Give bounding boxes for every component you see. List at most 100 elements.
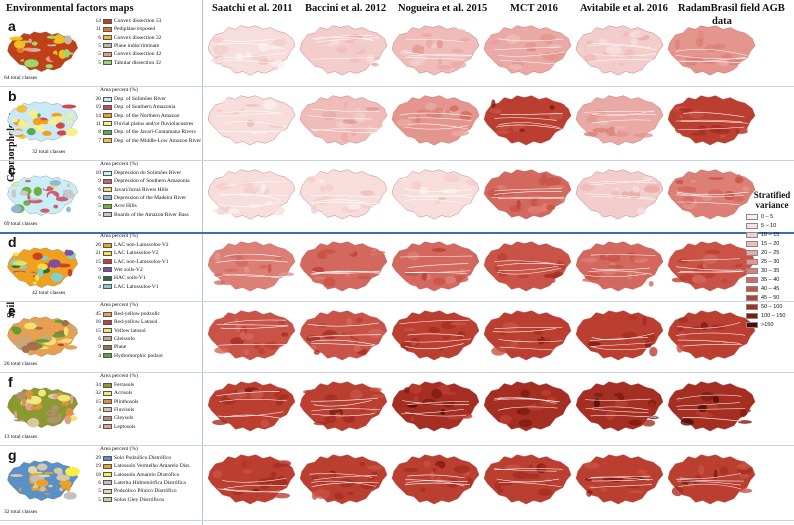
- map-texture: [325, 184, 334, 192]
- variance-legend: Stratified variance: [742, 190, 794, 340]
- legend-swatch: [103, 480, 112, 486]
- map-texture: [500, 416, 513, 422]
- map-texture: [637, 469, 648, 475]
- map-texture: [307, 176, 316, 183]
- map-texture: [313, 197, 328, 206]
- map-texture: [243, 469, 253, 474]
- legend-label: Dep. of Southern Amazonia: [114, 104, 176, 111]
- env-map-patch: [28, 110, 39, 119]
- map-river: [218, 488, 288, 493]
- map-texture: [224, 268, 238, 272]
- variance-map-svg: [575, 381, 664, 432]
- env-map-patch: [16, 105, 28, 113]
- map-texture: [734, 264, 743, 268]
- map-texture: [265, 245, 270, 254]
- variance-map-svg: [483, 241, 572, 292]
- legend-swatch: [103, 121, 112, 127]
- map-river: [407, 401, 470, 405]
- variance-map: [666, 92, 758, 147]
- map-texture: [242, 341, 256, 348]
- map-texture: [706, 404, 719, 409]
- variance-legend-label: 30 – 35: [761, 268, 780, 274]
- legend-label: Podzólico Plínico Distrófico: [114, 488, 177, 495]
- legend-swatch: [103, 488, 112, 494]
- variance-map-svg: [667, 381, 756, 432]
- map-river: [583, 112, 656, 116]
- map-texture: [403, 328, 416, 332]
- row-separator: [0, 232, 794, 234]
- env-map-patch: [24, 59, 39, 68]
- map-texture: [626, 252, 636, 256]
- map-river: [680, 57, 746, 62]
- map-texture: [412, 54, 427, 64]
- map-texture: [450, 322, 467, 326]
- legend-label: LAC non-Latossolos-V2: [114, 242, 169, 248]
- map-texture: [439, 328, 455, 337]
- map-texture: [359, 462, 366, 467]
- map-texture: [630, 256, 645, 260]
- env-map-patch: [46, 35, 58, 39]
- map-river: [590, 415, 657, 418]
- map-texture: [414, 206, 426, 214]
- legend-item: 26 LAC non-Latossolos-V2: [92, 242, 169, 248]
- env-map-patch: [31, 41, 38, 46]
- map-texture: [410, 342, 417, 346]
- map-texture: [322, 110, 337, 121]
- legend-item: 5 Convex dissection 42: [92, 51, 161, 57]
- map-texture: [428, 326, 441, 334]
- total-classes: 64 total classes: [4, 75, 38, 81]
- map-texture: [226, 393, 244, 400]
- legend-item: 14 Convex dissection 53: [92, 18, 162, 24]
- map-river: [404, 125, 469, 130]
- map-texture: [626, 467, 638, 473]
- env-map-patch: [66, 206, 71, 213]
- map-texture: [675, 39, 680, 50]
- legend-label: Convex dissection 42: [114, 51, 162, 58]
- map-texture: [349, 57, 360, 63]
- legend-swatch: [103, 311, 112, 317]
- variance-map-svg: [299, 310, 388, 361]
- map-texture: [630, 38, 638, 46]
- map-texture: [697, 263, 704, 271]
- variance-map: [390, 378, 482, 433]
- map-texture: [443, 174, 460, 183]
- map-texture: [444, 108, 451, 116]
- map-texture: [366, 54, 376, 64]
- legend-label: Dep. of the Northern Amazon: [114, 112, 180, 119]
- map-texture: [360, 190, 376, 196]
- variance-map-svg: [667, 95, 756, 146]
- map-texture: [350, 129, 357, 136]
- map-texture: [622, 55, 627, 65]
- map-river: [219, 193, 288, 196]
- variance-map-svg: [391, 25, 480, 76]
- env-map-patch: [57, 394, 71, 402]
- env-map-patch: [52, 333, 66, 338]
- environmental-map-svg: [7, 316, 78, 357]
- map-texture: [261, 278, 269, 288]
- map-texture: [350, 389, 363, 400]
- legend-percent: 32: [95, 390, 102, 397]
- map-texture: [545, 327, 551, 335]
- map-texture: [536, 335, 542, 340]
- variance-map-svg: [575, 95, 664, 146]
- map-river: [678, 483, 742, 490]
- map-texture: [726, 275, 731, 281]
- map-river: [406, 38, 464, 43]
- legend-label: Hydromorphic podzol: [114, 352, 163, 359]
- map-river: [313, 475, 378, 481]
- env-map-patch: [57, 413, 62, 421]
- legend-item: 21 LAC Latossolos-V2: [92, 250, 159, 256]
- env-map-patch: [55, 196, 69, 202]
- map-texture: [524, 458, 529, 468]
- legend-percent: 45: [95, 311, 102, 317]
- map-river: [675, 54, 748, 60]
- variance-map: [666, 238, 758, 293]
- variance-map: [482, 378, 574, 433]
- map-texture: [724, 33, 740, 42]
- map-texture: [527, 205, 543, 215]
- map-texture: [429, 470, 435, 480]
- map-texture: [227, 208, 240, 214]
- environmental-map-svg: [7, 31, 78, 72]
- map-river: [493, 468, 557, 472]
- map-river: [311, 57, 373, 60]
